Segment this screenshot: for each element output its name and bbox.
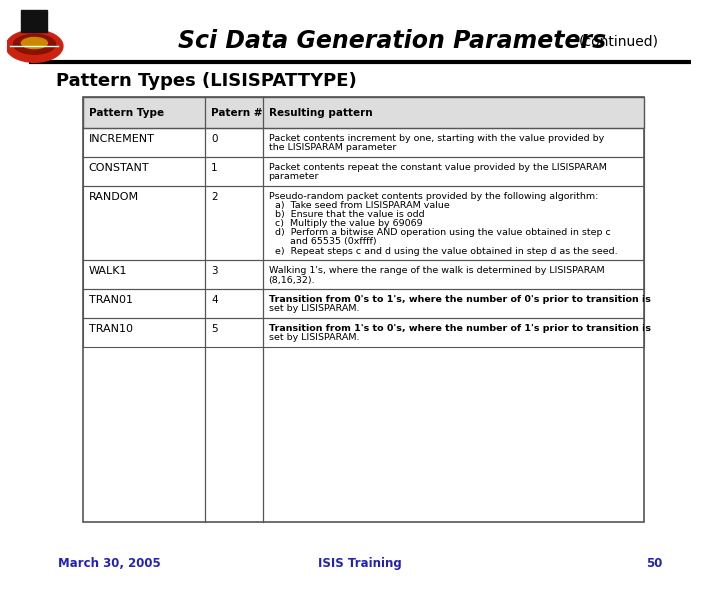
Text: e)  Repeat steps c and d using the value obtained in step d as the seed.: e) Repeat steps c and d using the value …	[269, 247, 617, 255]
Text: set by LISISPARAM.: set by LISISPARAM.	[269, 304, 359, 313]
Text: Packet contents repeat the constant value provided by the LISISPARAM: Packet contents repeat the constant valu…	[269, 163, 606, 172]
Bar	[83, 261, 644, 290]
Text: WALK1: WALK1	[89, 267, 127, 276]
Text: Patern #: Patern #	[211, 108, 263, 117]
Text: TRAN01: TRAN01	[89, 296, 132, 305]
Bar	[83, 319, 644, 348]
Text: Pattern Type: Pattern Type	[89, 108, 163, 117]
Bar	[22, 9, 48, 32]
Text: RANDOM: RANDOM	[89, 192, 139, 202]
Bar	[83, 128, 644, 157]
Text: the LISISPARAM parameter: the LISISPARAM parameter	[269, 143, 396, 152]
Bar	[83, 290, 644, 319]
Text: Sci Data Generation Parameters: Sci Data Generation Parameters	[179, 30, 606, 53]
Text: Transition from 0's to 1's, where the number of 0's prior to transition is: Transition from 0's to 1's, where the nu…	[269, 296, 650, 304]
Text: March 30, 2005: March 30, 2005	[58, 557, 161, 570]
Ellipse shape	[22, 38, 48, 48]
Text: Packet contents increment by one, starting with the value provided by: Packet contents increment by one, starti…	[269, 134, 604, 143]
Text: 2: 2	[211, 192, 217, 202]
Text: 5: 5	[211, 324, 217, 334]
Text: c)  Multiply the value by 69069: c) Multiply the value by 69069	[269, 219, 422, 228]
Text: and 65535 (0xffff): and 65535 (0xffff)	[269, 237, 376, 247]
Text: set by LISISPARAM.: set by LISISPARAM.	[269, 333, 359, 342]
Text: 50: 50	[646, 557, 662, 570]
Ellipse shape	[6, 30, 63, 63]
Ellipse shape	[14, 34, 55, 54]
Text: 1: 1	[211, 163, 217, 173]
Text: b)  Ensure that the value is odd: b) Ensure that the value is odd	[269, 210, 424, 219]
Text: ISIS Training: ISIS Training	[318, 557, 402, 570]
Bar	[83, 157, 644, 186]
Bar	[83, 186, 644, 261]
Text: CONSTANT: CONSTANT	[89, 163, 149, 173]
Text: Pseudo-random packet contents provided by the following algorithm:: Pseudo-random packet contents provided b…	[269, 192, 598, 201]
Text: (continued): (continued)	[579, 34, 660, 48]
Text: (8,16,32).: (8,16,32).	[269, 276, 315, 284]
Bar	[83, 97, 644, 128]
Text: TRAN10: TRAN10	[89, 324, 132, 334]
Bar	[83, 97, 644, 522]
Text: 0: 0	[211, 134, 217, 144]
Text: 4: 4	[211, 296, 217, 305]
Text: INCREMENT: INCREMENT	[89, 134, 154, 144]
Text: Pattern Types (LISISPATTYPE): Pattern Types (LISISPATTYPE)	[56, 72, 357, 90]
Text: Walking 1's, where the range of the walk is determined by LISISPARAM: Walking 1's, where the range of the walk…	[269, 267, 604, 276]
Text: d)  Perform a bitwise AND operation using the value obtained in step c: d) Perform a bitwise AND operation using…	[269, 228, 611, 237]
Text: a)  Take seed from LISISPARAM value: a) Take seed from LISISPARAM value	[269, 201, 449, 210]
Text: 3: 3	[211, 267, 217, 276]
Text: parameter: parameter	[269, 172, 319, 181]
Text: Resulting pattern: Resulting pattern	[269, 108, 372, 117]
Text: Transition from 1's to 0's, where the number of 1's prior to transition is: Transition from 1's to 0's, where the nu…	[269, 324, 651, 333]
